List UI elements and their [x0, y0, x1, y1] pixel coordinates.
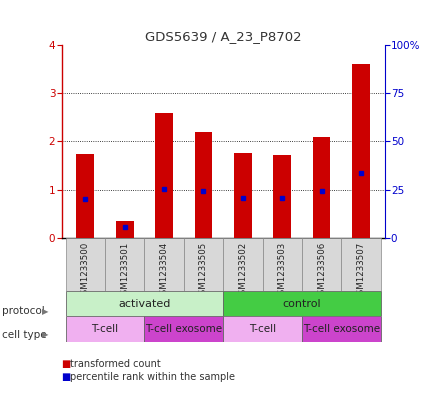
- Text: protocol: protocol: [2, 306, 45, 316]
- Text: T-cell exosome: T-cell exosome: [145, 324, 222, 334]
- Text: activated: activated: [118, 299, 170, 309]
- Title: GDS5639 / A_23_P8702: GDS5639 / A_23_P8702: [145, 29, 301, 42]
- Text: GSM1233500: GSM1233500: [81, 242, 90, 300]
- Text: T-cell exosome: T-cell exosome: [303, 324, 380, 334]
- Text: ■: ■: [62, 372, 71, 382]
- Bar: [76, 154, 94, 238]
- Text: GSM1233502: GSM1233502: [238, 242, 247, 300]
- Bar: [195, 132, 212, 238]
- Bar: [223, 238, 263, 291]
- Bar: [105, 238, 144, 291]
- Text: GSM1233503: GSM1233503: [278, 242, 287, 300]
- Text: GSM1233506: GSM1233506: [317, 242, 326, 300]
- Text: control: control: [283, 299, 321, 309]
- Bar: [313, 137, 331, 238]
- Text: transformed count: transformed count: [70, 358, 161, 369]
- Text: ▶: ▶: [42, 331, 48, 339]
- Bar: [302, 316, 381, 342]
- Text: ▶: ▶: [42, 307, 48, 316]
- Bar: [184, 238, 223, 291]
- Bar: [116, 221, 133, 238]
- Bar: [144, 316, 223, 342]
- Bar: [302, 238, 341, 291]
- Bar: [273, 155, 291, 238]
- Bar: [234, 152, 252, 238]
- Text: GSM1233507: GSM1233507: [357, 242, 366, 300]
- Bar: [65, 291, 223, 316]
- Bar: [352, 64, 370, 238]
- Text: cell type: cell type: [2, 330, 47, 340]
- Text: T-cell: T-cell: [249, 324, 276, 334]
- Bar: [65, 238, 105, 291]
- Bar: [223, 291, 381, 316]
- Text: GSM1233504: GSM1233504: [159, 242, 169, 300]
- Text: ■: ■: [62, 358, 71, 369]
- Text: GSM1233501: GSM1233501: [120, 242, 129, 300]
- Bar: [223, 316, 302, 342]
- Bar: [341, 238, 381, 291]
- Text: GSM1233505: GSM1233505: [199, 242, 208, 300]
- Text: T-cell: T-cell: [91, 324, 119, 334]
- Bar: [263, 238, 302, 291]
- Bar: [65, 316, 144, 342]
- Text: percentile rank within the sample: percentile rank within the sample: [70, 372, 235, 382]
- Bar: [155, 112, 173, 238]
- Bar: [144, 238, 184, 291]
